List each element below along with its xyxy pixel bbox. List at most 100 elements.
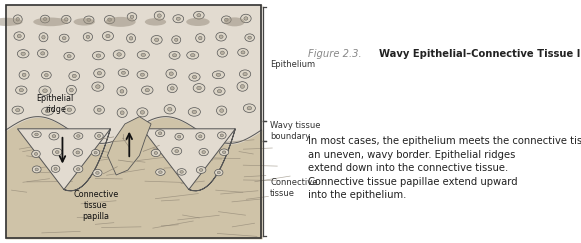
Ellipse shape xyxy=(52,148,62,156)
Bar xyxy=(6,131,261,238)
Ellipse shape xyxy=(92,82,104,91)
Ellipse shape xyxy=(96,54,101,57)
Ellipse shape xyxy=(42,35,45,39)
Ellipse shape xyxy=(199,169,203,171)
Ellipse shape xyxy=(159,171,162,174)
Ellipse shape xyxy=(237,82,248,91)
Ellipse shape xyxy=(173,54,177,57)
Bar xyxy=(6,5,261,131)
Ellipse shape xyxy=(221,16,231,24)
Ellipse shape xyxy=(193,84,205,92)
Ellipse shape xyxy=(187,51,199,59)
Ellipse shape xyxy=(73,149,83,156)
Ellipse shape xyxy=(167,84,177,93)
Ellipse shape xyxy=(178,135,181,138)
Ellipse shape xyxy=(76,151,80,154)
Ellipse shape xyxy=(16,86,27,94)
Ellipse shape xyxy=(121,71,125,74)
Ellipse shape xyxy=(74,18,95,26)
Ellipse shape xyxy=(193,11,204,19)
Ellipse shape xyxy=(21,52,26,55)
Ellipse shape xyxy=(169,51,180,59)
Ellipse shape xyxy=(137,71,148,78)
Ellipse shape xyxy=(117,87,127,96)
Ellipse shape xyxy=(248,36,252,39)
Ellipse shape xyxy=(166,69,177,78)
Ellipse shape xyxy=(243,104,256,113)
Ellipse shape xyxy=(168,107,172,111)
Ellipse shape xyxy=(19,70,29,79)
Ellipse shape xyxy=(97,71,102,75)
Text: Connective
tissue: Connective tissue xyxy=(270,178,318,198)
Ellipse shape xyxy=(72,74,76,78)
Ellipse shape xyxy=(107,18,112,21)
Text: Connective
tissue
papilla: Connective tissue papilla xyxy=(73,190,119,221)
Ellipse shape xyxy=(197,14,201,17)
Ellipse shape xyxy=(127,34,135,43)
Ellipse shape xyxy=(67,55,71,58)
Ellipse shape xyxy=(217,90,221,93)
Ellipse shape xyxy=(113,50,125,59)
Ellipse shape xyxy=(202,151,206,154)
Text: Wavy tissue
boundary: Wavy tissue boundary xyxy=(270,121,321,141)
Ellipse shape xyxy=(84,16,94,24)
Ellipse shape xyxy=(216,73,221,76)
Ellipse shape xyxy=(212,71,224,79)
Ellipse shape xyxy=(151,35,162,44)
Ellipse shape xyxy=(120,89,124,93)
Polygon shape xyxy=(17,129,110,191)
Ellipse shape xyxy=(199,135,202,138)
Ellipse shape xyxy=(156,169,165,175)
Ellipse shape xyxy=(192,75,196,79)
Ellipse shape xyxy=(199,36,202,40)
Ellipse shape xyxy=(217,171,220,174)
Ellipse shape xyxy=(14,32,24,40)
Ellipse shape xyxy=(174,38,178,41)
Ellipse shape xyxy=(59,34,69,42)
Ellipse shape xyxy=(117,108,127,117)
Ellipse shape xyxy=(86,35,89,39)
Ellipse shape xyxy=(102,32,113,40)
Ellipse shape xyxy=(169,72,173,76)
Ellipse shape xyxy=(224,17,245,26)
Ellipse shape xyxy=(87,18,91,21)
Ellipse shape xyxy=(172,36,181,44)
Ellipse shape xyxy=(77,135,80,137)
Ellipse shape xyxy=(12,106,23,114)
Ellipse shape xyxy=(127,13,137,21)
Ellipse shape xyxy=(49,132,59,140)
Text: Figure 2.3.: Figure 2.3. xyxy=(308,49,365,59)
Ellipse shape xyxy=(196,167,206,174)
Ellipse shape xyxy=(191,54,195,57)
Ellipse shape xyxy=(216,32,227,41)
Ellipse shape xyxy=(17,50,29,58)
Ellipse shape xyxy=(37,49,48,58)
Ellipse shape xyxy=(92,52,105,60)
Ellipse shape xyxy=(98,134,101,137)
Ellipse shape xyxy=(91,149,100,156)
Text: Epithelium: Epithelium xyxy=(270,60,315,69)
Ellipse shape xyxy=(154,11,164,20)
Ellipse shape xyxy=(22,73,26,77)
Ellipse shape xyxy=(69,72,80,80)
Ellipse shape xyxy=(45,74,48,77)
Ellipse shape xyxy=(217,132,226,139)
Ellipse shape xyxy=(137,108,148,117)
Ellipse shape xyxy=(157,14,162,17)
Ellipse shape xyxy=(106,17,135,27)
Ellipse shape xyxy=(192,110,196,114)
Ellipse shape xyxy=(55,151,59,154)
Ellipse shape xyxy=(159,132,162,135)
Ellipse shape xyxy=(16,17,19,21)
Ellipse shape xyxy=(13,15,22,24)
Ellipse shape xyxy=(137,51,149,59)
Ellipse shape xyxy=(145,88,149,92)
Ellipse shape xyxy=(83,33,92,41)
Ellipse shape xyxy=(51,165,60,172)
Ellipse shape xyxy=(118,69,129,77)
Ellipse shape xyxy=(94,151,97,154)
Ellipse shape xyxy=(220,109,224,113)
Ellipse shape xyxy=(64,18,68,21)
Ellipse shape xyxy=(117,53,121,56)
Ellipse shape xyxy=(32,150,40,157)
